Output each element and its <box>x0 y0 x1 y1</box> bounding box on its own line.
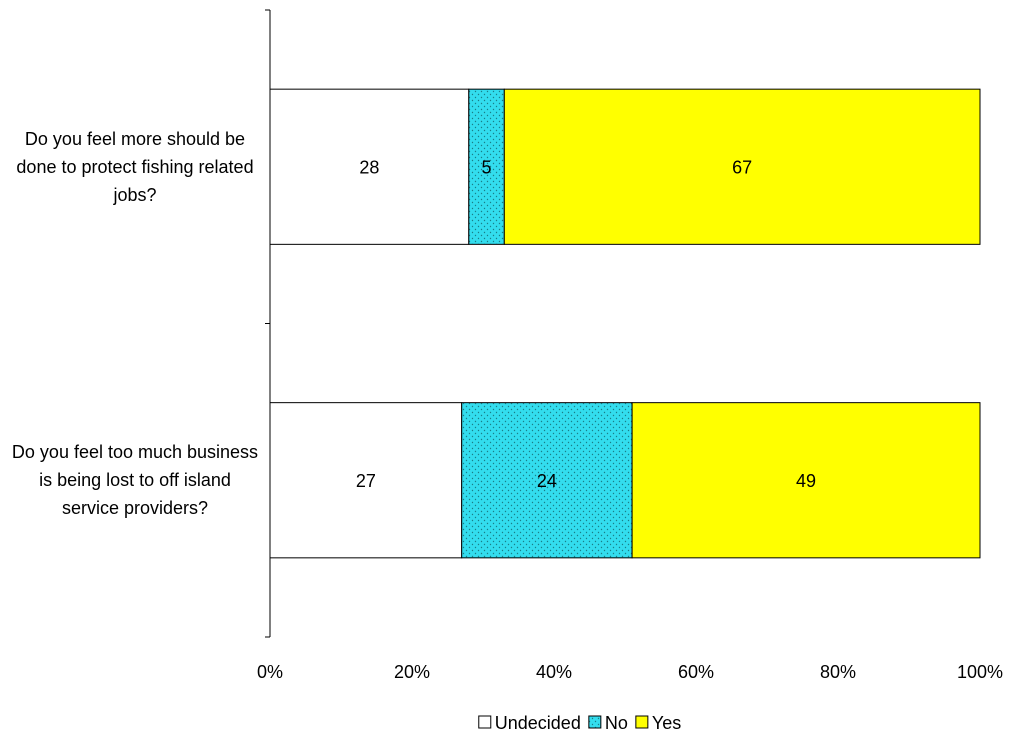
value-label: 28 <box>359 158 379 178</box>
category-label: Do you feel more should be done to prote… <box>16 128 254 205</box>
x-tick-label: 60% <box>678 662 714 682</box>
x-tick-label: 0% <box>257 662 283 682</box>
legend-swatch <box>478 715 492 729</box>
legend-label: Undecided <box>495 713 581 733</box>
value-label: 67 <box>732 158 752 178</box>
legend-label: No <box>605 713 628 733</box>
x-tick-label: 100% <box>957 662 1003 682</box>
value-label: 5 <box>482 158 492 178</box>
value-label: 27 <box>356 471 376 491</box>
bar-segment <box>461 402 633 559</box>
legend-swatch <box>588 715 602 729</box>
value-label: 24 <box>537 471 557 491</box>
legend-label: Yes <box>652 713 681 733</box>
x-tick-label: 40% <box>536 662 572 682</box>
x-tick-label: 80% <box>820 662 856 682</box>
x-tick-label: 20% <box>394 662 430 682</box>
bar-segment <box>503 88 981 245</box>
category-label: Do you feel too much business is being l… <box>11 442 259 519</box>
bar-segment <box>468 88 505 245</box>
value-label: 49 <box>796 471 816 491</box>
bar-segment <box>269 88 470 245</box>
legend-swatch <box>635 715 649 729</box>
bar-segment <box>631 402 981 559</box>
bar-segment <box>269 402 463 559</box>
